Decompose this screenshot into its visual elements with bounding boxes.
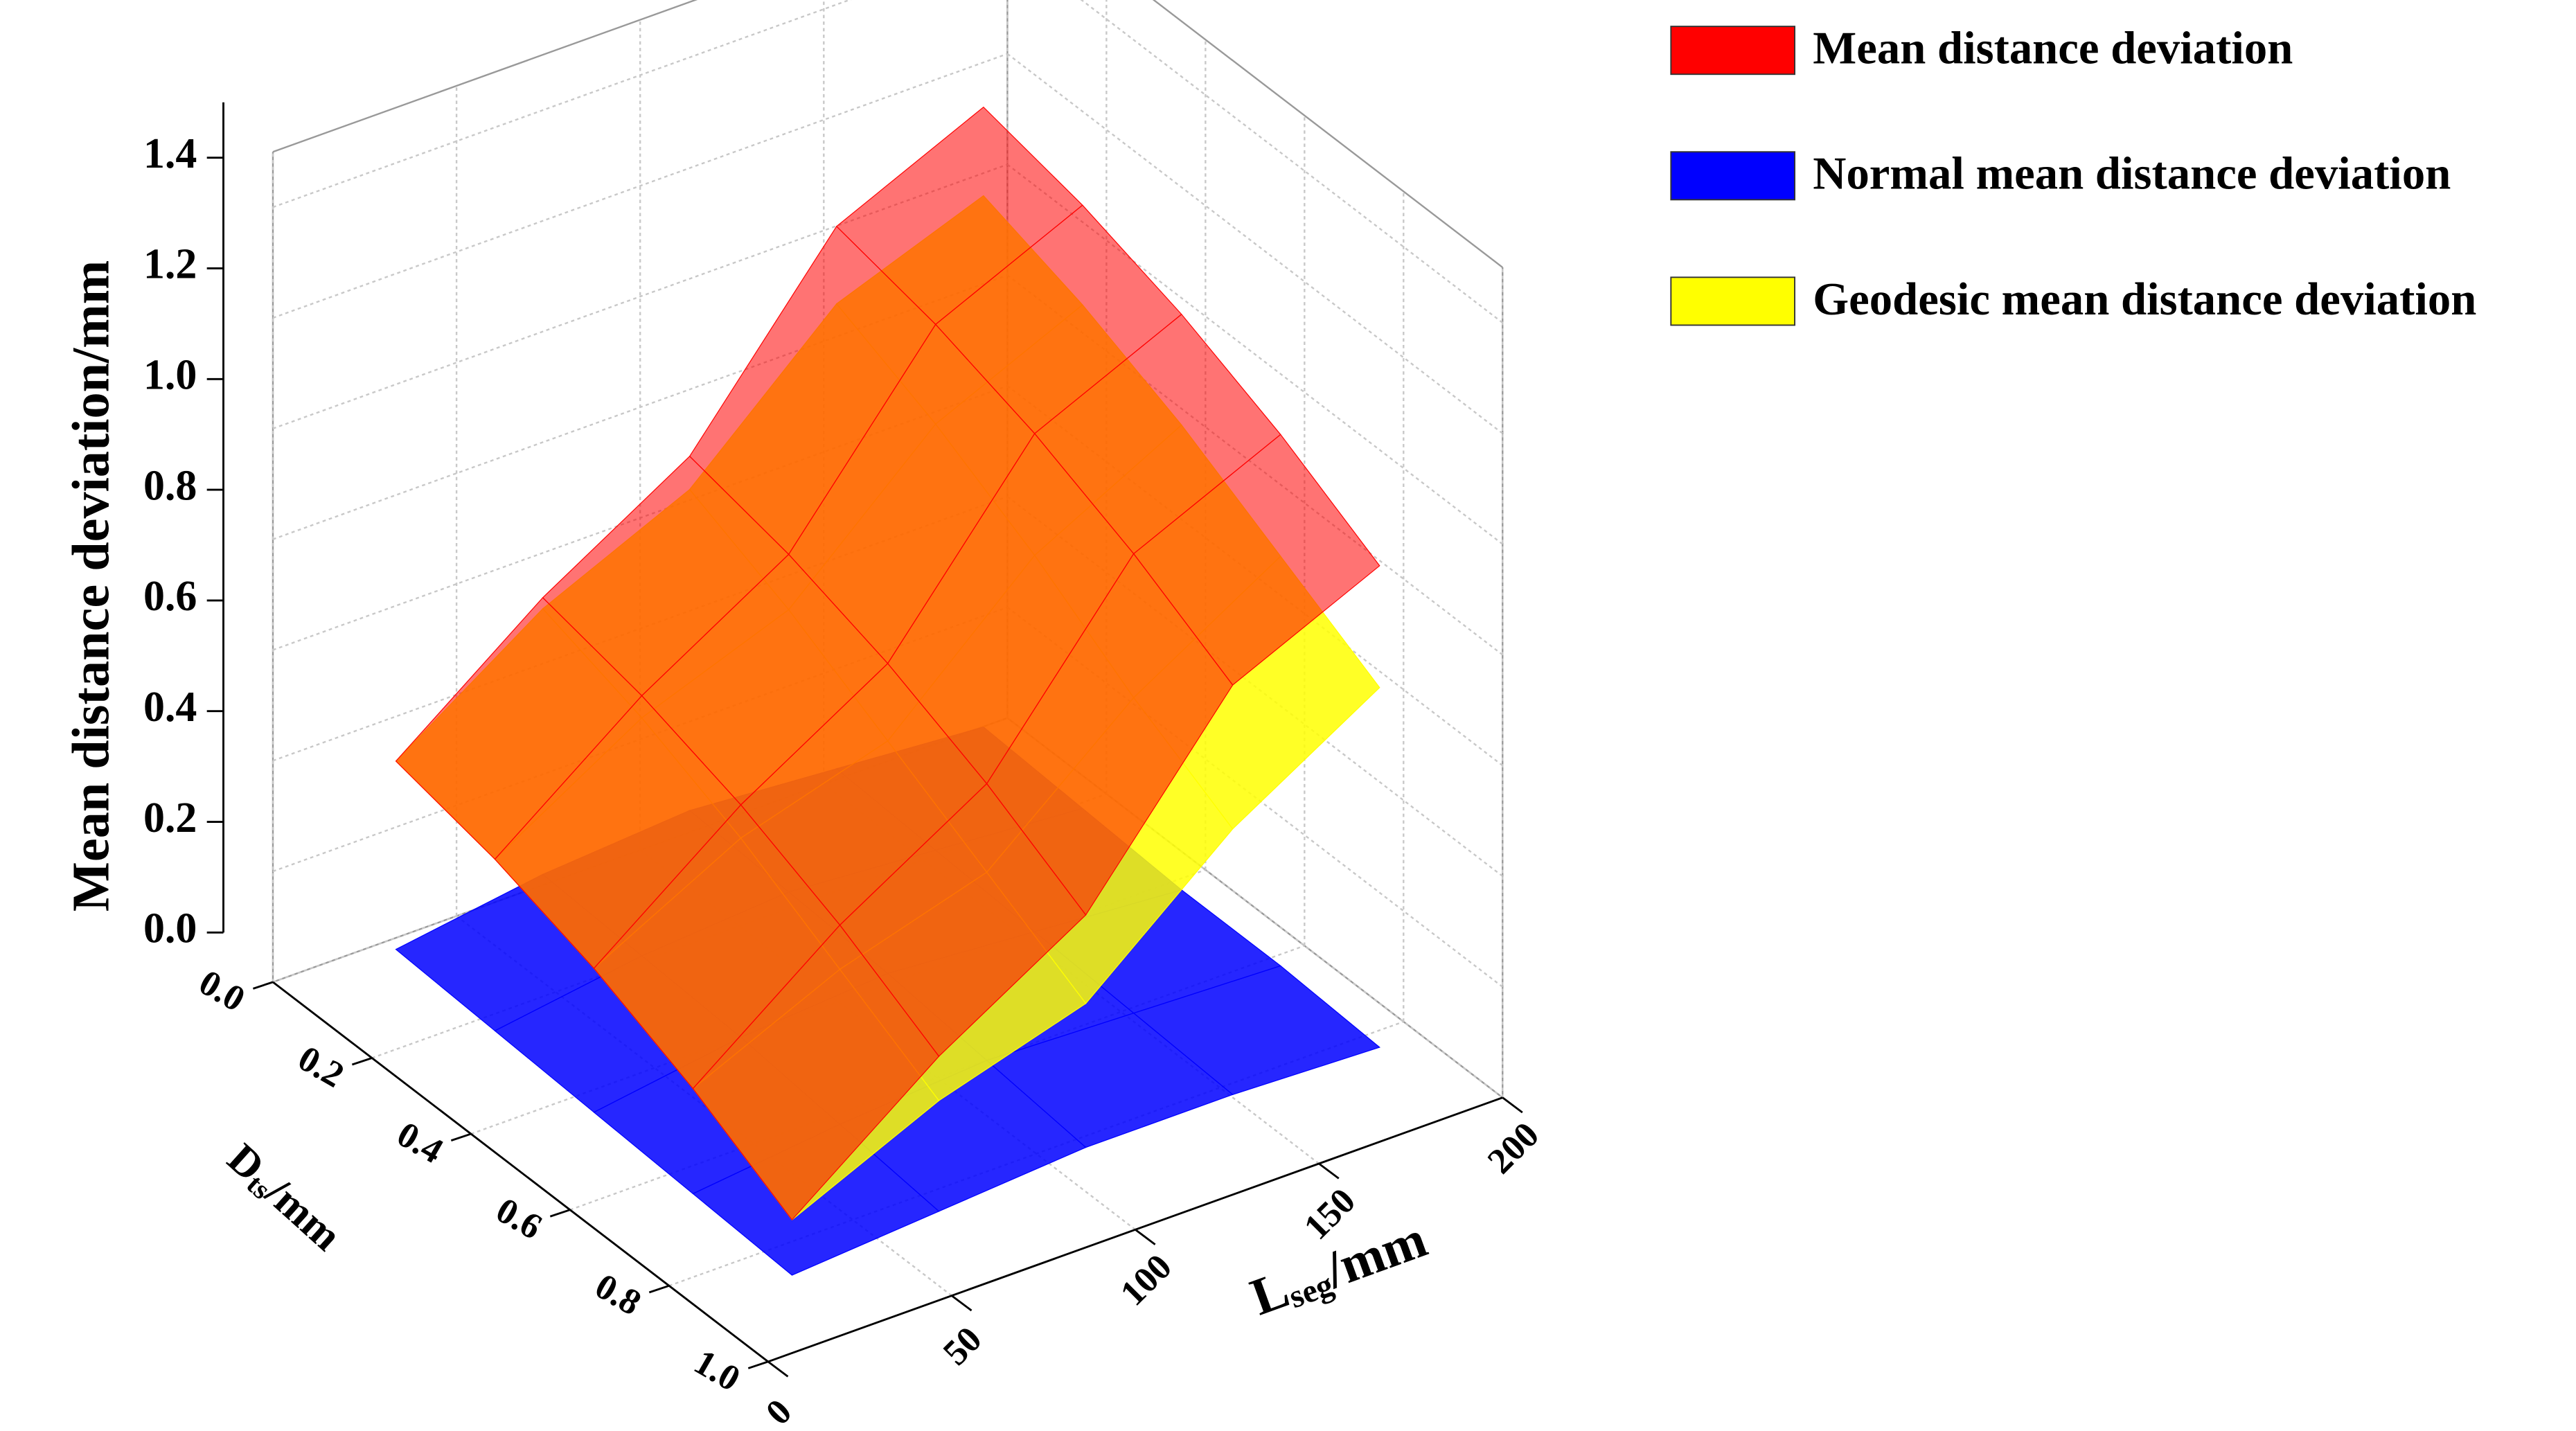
y-tick-label: 0.4 [391, 1114, 450, 1171]
z-tick-label: 1.0 [143, 351, 197, 398]
box-edge [1152, 0, 1504, 268]
x-tick [951, 1295, 972, 1312]
y-tick [450, 1132, 472, 1141]
y-axis [272, 981, 769, 1363]
surface-patch [692, 924, 940, 1221]
y-tick [549, 1209, 571, 1218]
x-tick [1135, 1229, 1156, 1245]
y-tick-label: 0.2 [292, 1038, 351, 1096]
legend-label: Geodesic mean distance deviation [1813, 274, 2476, 325]
grid-line [272, 163, 1008, 429]
surfaces [395, 106, 1380, 1276]
y-tick [351, 1057, 373, 1066]
z-tick-label: 0.6 [143, 573, 197, 620]
grid-line [1080, 0, 1504, 323]
x-tick-label: 50 [935, 1319, 989, 1373]
grid-line [272, 53, 1008, 319]
z-tick-label: 0.2 [143, 794, 197, 842]
legend-swatch [1670, 276, 1796, 326]
x-tick [1502, 1096, 1523, 1114]
legend-label: Normal mean distance deviation [1813, 149, 2451, 199]
y-tick-label: 0.8 [588, 1265, 648, 1323]
z-tick-label: 1.2 [143, 241, 197, 288]
z-tick-label: 0.0 [143, 905, 197, 952]
x-tick-label: 0 [758, 1392, 800, 1431]
y-tick [648, 1284, 670, 1294]
y-tick-label: 0.6 [490, 1190, 549, 1247]
box-edge [272, 0, 698, 153]
z-tick-label: 1.4 [143, 130, 197, 177]
legend: Mean distance deviation Normal mean dista… [1670, 24, 2476, 326]
grid-line [1006, 163, 1504, 545]
x-tick-label: 100 [1112, 1247, 1180, 1314]
x-tick-label: 200 [1480, 1114, 1547, 1182]
legend-label: Mean distance deviation [1813, 24, 2293, 74]
z-axis-label: Mean distance deviation/mm [62, 260, 121, 912]
legend-swatch [1670, 151, 1796, 201]
grid-line [1006, 53, 1504, 434]
z-tick-label: 0.4 [143, 684, 197, 731]
x-tick [767, 1360, 789, 1378]
y-tick-label: 0.0 [193, 962, 252, 1020]
y-axis-label: Dts/mm [217, 1135, 350, 1261]
x-tick [1318, 1162, 1340, 1180]
y-tick [747, 1360, 769, 1369]
legend-swatch [1670, 26, 1796, 75]
grid-line [1006, 717, 1504, 1099]
z-tick-label: 0.8 [143, 462, 197, 509]
y-tick-label: 1.0 [687, 1342, 747, 1399]
y-tick [252, 981, 274, 990]
